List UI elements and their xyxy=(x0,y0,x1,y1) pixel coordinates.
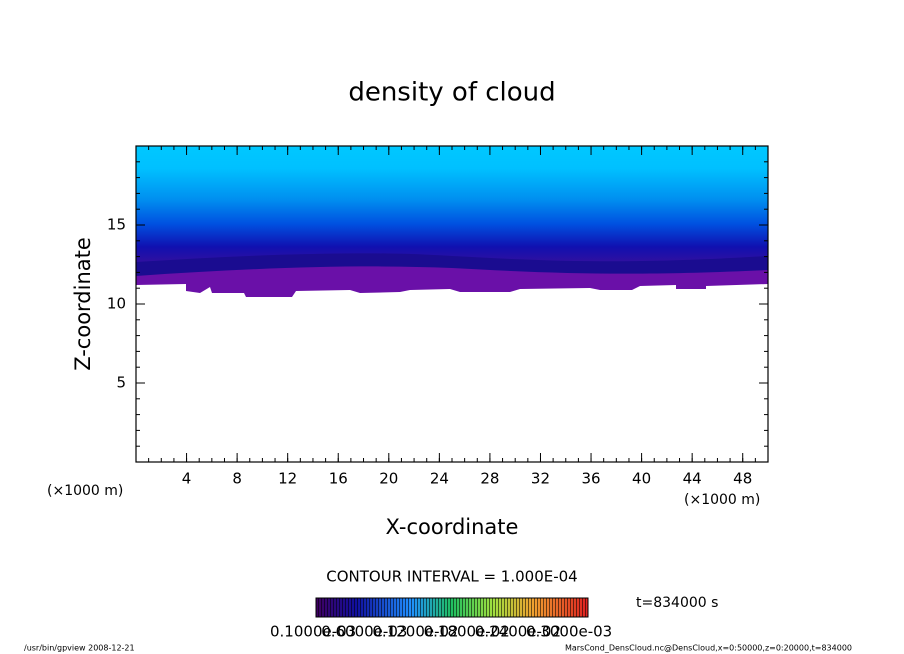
x-tick-label: 4 xyxy=(182,470,192,488)
x-tick-label: 44 xyxy=(683,470,702,488)
contour-field xyxy=(136,146,768,297)
x-tick-label: 40 xyxy=(632,470,651,488)
time-label: t=834000 s xyxy=(636,595,718,611)
x-axis-label: X-coordinate xyxy=(386,515,519,539)
colorbar xyxy=(315,597,589,618)
chart-title: density of cloud xyxy=(348,78,555,108)
x-tick-label: 16 xyxy=(329,470,348,488)
colorbar-label: 0.3000e-03 xyxy=(526,623,612,641)
x-tick-label: 28 xyxy=(480,470,499,488)
y-tick-label: 15 xyxy=(107,216,126,234)
colorbar-label: 0.1800e-02 xyxy=(424,623,510,641)
x-tick-label: 8 xyxy=(232,470,242,488)
x-tick-label: 24 xyxy=(430,470,449,488)
x-tick-label: 12 xyxy=(278,470,297,488)
y-axis-label: Z-coordinate xyxy=(71,237,95,371)
footer-left: /usr/bin/gpview 2008-12-21 xyxy=(24,644,135,653)
contour-interval: CONTOUR INTERVAL = 1.000E-04 xyxy=(326,568,577,586)
footer-right: MarsCond_DensCloud.nc@DensCloud,x=0:5000… xyxy=(565,644,852,653)
x-tick-label: 20 xyxy=(379,470,398,488)
colorbar-label: 0.1000e-03 xyxy=(270,623,356,641)
y-unit: (×1000 m) xyxy=(47,483,123,499)
x-tick-label: 48 xyxy=(733,470,752,488)
x-unit: (×1000 m) xyxy=(684,492,760,508)
colorbar-label: 0.6000e-03 xyxy=(321,623,407,641)
y-tick-label: 10 xyxy=(107,295,126,313)
colorbar-label: 0.2400e-02 xyxy=(475,623,561,641)
x-tick-label: 36 xyxy=(581,470,600,488)
colorbar-label: 0.1200e-02 xyxy=(372,623,458,641)
x-tick-label: 32 xyxy=(531,470,550,488)
y-tick-label: 5 xyxy=(116,374,126,392)
